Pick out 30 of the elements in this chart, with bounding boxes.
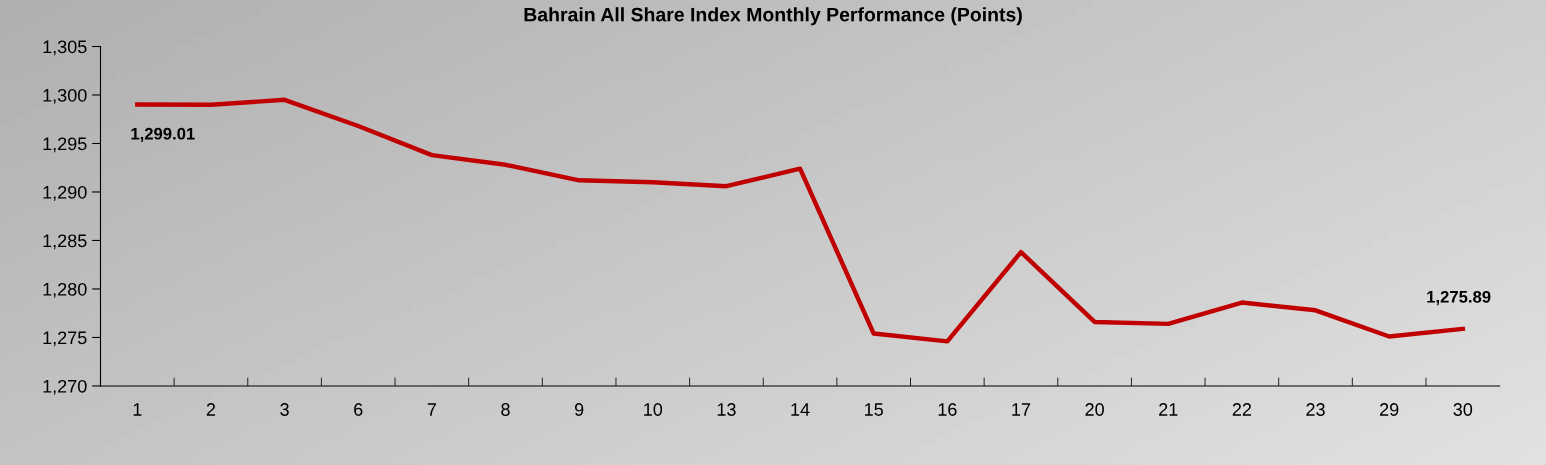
x-tick-label: 22 (1232, 403, 1252, 416)
x-tick-label: 13 (717, 403, 736, 416)
x-tick-label: 29 (1380, 403, 1399, 416)
x-tick-label: 20 (1085, 403, 1104, 416)
x-tick-label: 1 (133, 403, 142, 416)
x-tick-label: 10 (644, 403, 663, 416)
y-tick-label: 1,305 (43, 40, 87, 56)
y-tick-label: 1,275 (43, 331, 87, 347)
x-tick-label: 9 (574, 403, 584, 416)
y-tick-label: 1,280 (43, 282, 87, 298)
x-tick-label: 14 (791, 403, 810, 416)
chart-title: Bahrain All Share Index Monthly Performance (Points) (524, 7, 1022, 26)
x-tick-label: 7 (427, 403, 436, 416)
y-tick-label: 1,290 (43, 185, 87, 201)
x-tick-label: 8 (501, 403, 510, 416)
x-tick-label: 3 (280, 403, 289, 416)
y-tick-label: 1,285 (43, 234, 87, 250)
x-tick-label: 17 (1012, 403, 1031, 416)
y-tick-label: 1,300 (43, 88, 87, 104)
x-tick-label: 23 (1306, 403, 1325, 416)
y-tick-label: 1,295 (43, 137, 87, 153)
x-tick-label: 30 (1453, 403, 1473, 416)
x-tick-label: 16 (938, 403, 957, 416)
y-tick-label: 1,270 (43, 379, 87, 395)
data-label: 1,275.89 (1427, 290, 1491, 306)
data-label: 1,299.01 (131, 127, 195, 143)
x-tick-label: 21 (1159, 403, 1178, 416)
x-tick-label: 6 (354, 403, 363, 416)
x-tick-label: 2 (206, 403, 216, 416)
x-tick-label: 15 (865, 403, 883, 416)
